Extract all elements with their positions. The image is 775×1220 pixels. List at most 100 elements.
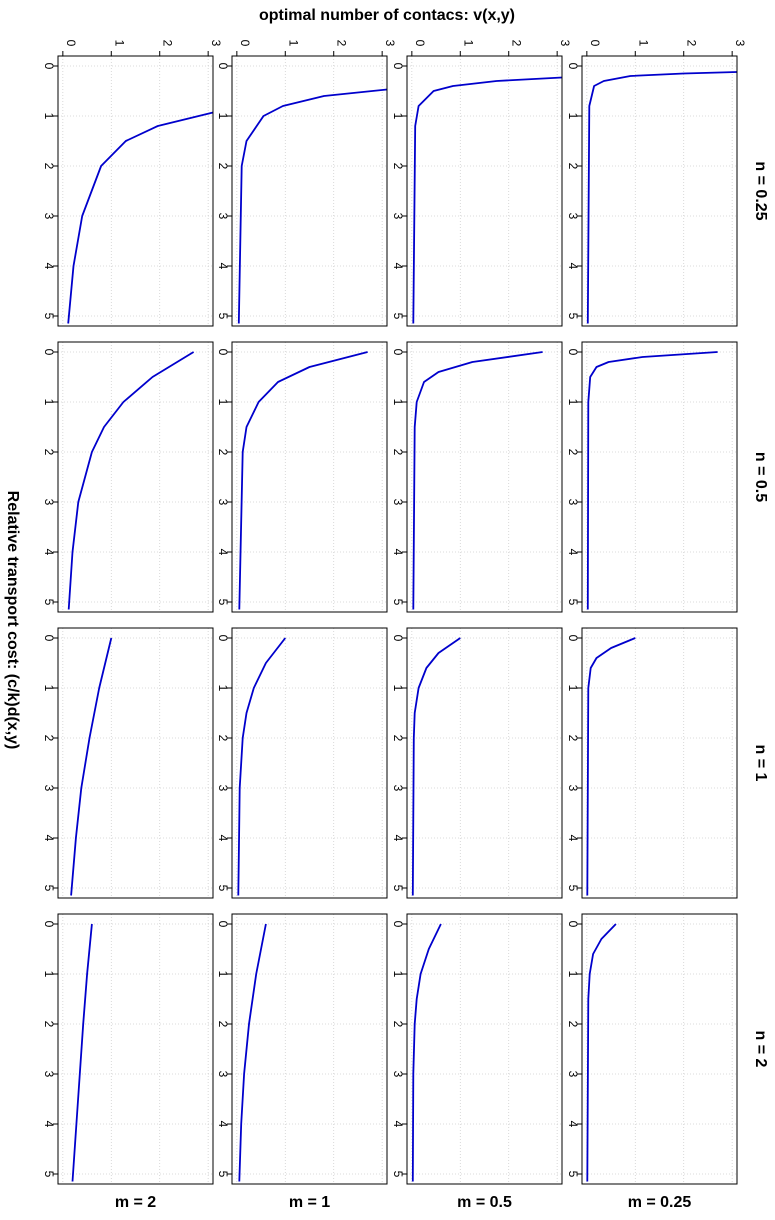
y-tick-label: 1 [216, 971, 230, 978]
y-tick-label: 3 [566, 1071, 580, 1078]
y-tick-label: 0 [42, 349, 56, 356]
y-tick-label: 5 [42, 885, 56, 892]
y-tick-label: 4 [391, 549, 405, 556]
y-tick-label: 2 [391, 163, 405, 170]
y-tick-label: 4 [42, 263, 56, 270]
panel: 0 1 2 3 4 5 0 1 2 3 [391, 40, 572, 327]
row-label: n = 0.25 [752, 161, 769, 220]
panel-frame [231, 55, 388, 327]
x-tick-label: 3 [383, 40, 397, 47]
y-tick-label: 0 [391, 921, 405, 928]
y-tick-label: 1 [391, 399, 405, 406]
y-tick-label: 5 [391, 599, 405, 606]
y-tick-label: 3 [42, 785, 56, 792]
y-tick-label: 5 [216, 1171, 230, 1178]
panel: 0 1 2 3 4 5 0 1 2 3 [216, 40, 397, 327]
y-tick-label: 1 [42, 971, 56, 978]
panel-frame [581, 341, 738, 613]
y-tick-label: 4 [42, 549, 56, 556]
y-tick-label: 2 [566, 735, 580, 742]
panel: 0 1 2 3 4 5 [216, 341, 388, 613]
series-line [586, 923, 617, 1182]
x-tick-label: 2 [335, 40, 349, 47]
series-line [67, 111, 214, 324]
y-tick-label: 1 [566, 113, 580, 120]
y-tick-label: 3 [391, 785, 405, 792]
panel: 0 1 2 3 4 5 [566, 627, 738, 899]
y-tick-label: 4 [566, 549, 580, 556]
column-labels: m = 2 m = 1 m = 0.5 m = 0.25 [115, 1194, 692, 1211]
panel-frame [406, 913, 563, 1185]
x-tick-label: 2 [510, 40, 524, 47]
y-tick-label: 1 [216, 399, 230, 406]
y-tick-label: 3 [566, 785, 580, 792]
y-tick-label: 3 [216, 499, 230, 506]
panel-frame [231, 627, 388, 899]
y-tick-label: 5 [216, 599, 230, 606]
y-tick-label: 0 [42, 635, 56, 642]
x-tick-label: 2 [685, 40, 699, 47]
y-tick-label: 4 [566, 263, 580, 270]
y-tick-label: 0 [566, 349, 580, 356]
y-tick-label: 3 [42, 499, 56, 506]
x-tick-label: 3 [209, 40, 223, 47]
y-axis-label: Relative transport cost: (c/k)d(x,y) [4, 491, 21, 750]
y-tick-label: 3 [566, 499, 580, 506]
x-tick-label: 3 [733, 40, 747, 47]
row-label: n = 0.5 [752, 452, 769, 502]
y-tick-label: 1 [391, 685, 405, 692]
series-line [586, 71, 738, 324]
panel-frame [581, 627, 738, 899]
y-tick-label: 5 [391, 885, 405, 892]
series-line [237, 637, 287, 896]
column-label: m = 1 [289, 1194, 330, 1211]
y-tick-label: 0 [216, 921, 230, 928]
y-tick-label: 3 [391, 1071, 405, 1078]
column-label: m = 0.5 [457, 1194, 512, 1211]
panel-frame [406, 341, 563, 613]
y-tick-label: 5 [42, 1171, 56, 1178]
y-tick-label: 4 [391, 1121, 405, 1128]
y-tick-label: 1 [216, 685, 230, 692]
y-tick-label: 1 [566, 971, 580, 978]
y-tick-label: 2 [216, 449, 230, 456]
x-tick-label: 3 [558, 40, 572, 47]
panel: 0 1 2 3 4 5 [391, 913, 563, 1185]
series-line [412, 76, 563, 324]
y-tick-label: 2 [42, 1021, 56, 1028]
y-tick-label: 4 [42, 835, 56, 842]
panel: 0 1 2 3 4 5 [216, 627, 388, 899]
column-label: m = 0.25 [628, 1194, 692, 1211]
panel-frame [406, 55, 563, 327]
y-tick-label: 3 [216, 785, 230, 792]
y-tick-label: 4 [216, 1121, 230, 1128]
y-tick-label: 4 [566, 1121, 580, 1128]
y-tick-label: 2 [566, 163, 580, 170]
series-line [411, 637, 461, 896]
x-tick-label: 2 [161, 40, 175, 47]
y-tick-label: 2 [566, 1021, 580, 1028]
y-tick-label: 0 [566, 635, 580, 642]
y-tick-label: 5 [216, 885, 230, 892]
y-tick-label: 5 [42, 313, 56, 320]
panel: 0 1 2 3 4 5 [566, 913, 738, 1185]
series-line [238, 923, 267, 1182]
y-tick-label: 2 [42, 163, 56, 170]
series-line [71, 923, 93, 1182]
y-tick-label: 3 [216, 1071, 230, 1078]
series-line [67, 351, 195, 610]
y-tick-label: 0 [566, 921, 580, 928]
panel: 0 1 2 3 4 5 [42, 341, 214, 613]
y-tick-label: 4 [216, 549, 230, 556]
panel-frame [581, 55, 738, 327]
y-tick-label: 4 [216, 263, 230, 270]
column-label: m = 2 [115, 1194, 156, 1211]
y-tick-label: 2 [42, 449, 56, 456]
y-tick-label: 0 [391, 63, 405, 70]
row-labels: n = 0.25 n = 0.5 n = 1 n = 2 [752, 161, 769, 1067]
y-tick-label: 1 [391, 971, 405, 978]
series-line [586, 351, 718, 610]
panel-frame [581, 913, 738, 1185]
y-tick-label: 0 [216, 635, 230, 642]
